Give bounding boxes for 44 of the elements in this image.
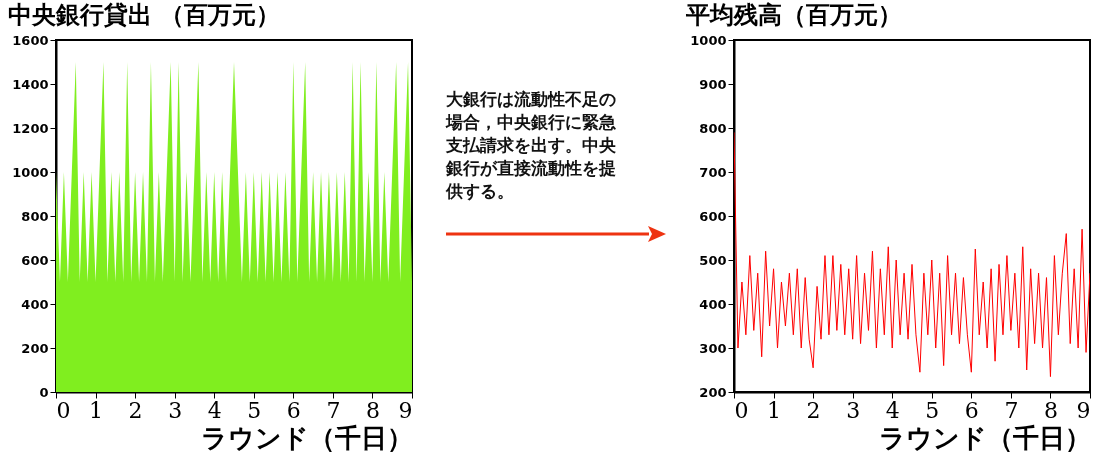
y-tick-label: 1200: [12, 120, 49, 136]
chart-title: 平均残高（百万元）: [685, 0, 902, 29]
y-tick-label: 400: [21, 296, 49, 312]
x-tick-label: 9: [398, 397, 413, 423]
y-tick-label: 600: [21, 252, 49, 268]
x-tick-label: 6: [964, 397, 979, 423]
x-tick-label: 9: [1076, 397, 1091, 423]
y-tick-label: 900: [699, 76, 727, 92]
x-tick-label: 8: [365, 397, 380, 423]
x-tick-label: 7: [1004, 397, 1019, 423]
x-tick-label: 1: [767, 397, 782, 423]
x-axis-title: ラウンド（千日）: [878, 422, 1091, 453]
y-tick-label: 300: [699, 340, 727, 356]
y-tick-label: 400: [699, 296, 727, 312]
y-tick-label: 800: [699, 120, 727, 136]
x-tick-label: 5: [247, 397, 262, 423]
x-tick-label: 7: [326, 397, 341, 423]
y-tick-label: 700: [699, 164, 727, 180]
x-tick-label: 3: [168, 397, 183, 423]
chart-title: 中央銀行貸出 （百万元）: [8, 0, 281, 29]
y-tick-label: 600: [699, 208, 727, 224]
y-tick-label: 200: [21, 340, 49, 356]
x-tick-label: 2: [128, 397, 143, 423]
x-tick-label: 6: [286, 397, 301, 423]
x-tick-label: 0: [734, 397, 749, 423]
y-tick-label: 0: [39, 384, 49, 400]
x-tick-label: 4: [207, 397, 222, 423]
y-tick-label: 1000: [12, 164, 49, 180]
y-tick-label: 1600: [12, 32, 49, 48]
x-tick-label: 2: [806, 397, 821, 423]
y-tick-label: 1000: [690, 32, 727, 48]
line-series: [734, 131, 1090, 378]
text: 大銀行は流動性不足の場合，中央銀行に緊急支払請求を出す。中央銀行が直接流動性を提供する。: [446, 88, 617, 203]
x-tick-label: 4: [885, 397, 900, 423]
x-tick-label: 0: [56, 397, 71, 423]
y-tick-label: 1400: [12, 76, 49, 92]
y-tick-label: 500: [699, 252, 727, 268]
y-tick-label: 800: [21, 208, 49, 224]
x-tick-label: 8: [1043, 397, 1058, 423]
x-tick-label: 5: [925, 397, 940, 423]
x-axis-title: ラウンド（千日）: [200, 422, 413, 453]
x-tick-label: 1: [89, 397, 104, 423]
y-tick-label: 200: [699, 384, 727, 400]
x-tick-label: 3: [846, 397, 861, 423]
